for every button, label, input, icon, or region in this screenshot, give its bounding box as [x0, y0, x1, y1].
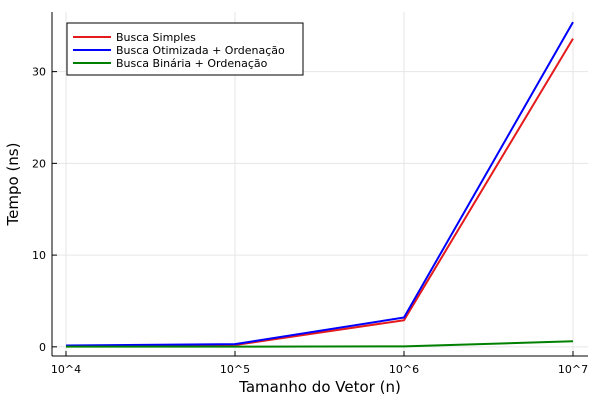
series-line-1: [65, 38, 574, 348]
legend-label: Busca Binária + Ordenação: [116, 57, 268, 70]
series-line-3: [66, 340, 574, 348]
legend-label: Busca Otimizada + Ordenação: [116, 44, 285, 57]
axes: [51, 12, 588, 357]
x-tick-label: 10^5: [220, 363, 250, 376]
x-tick-label: 10^7: [558, 363, 588, 376]
series-line-2: [65, 21, 574, 347]
y-axis-title: Tempo (ns): [4, 143, 22, 227]
series-lines: [65, 21, 574, 348]
y-tick-label: 10: [32, 249, 46, 262]
y-tick-label: 0: [39, 341, 46, 354]
tick-labels: 0 10 20 30 10^4 10^5 10^6 10^7: [32, 66, 588, 376]
y-tick-label: 30: [32, 66, 46, 79]
x-tick-label: 10^4: [51, 363, 81, 376]
x-tick-label: 10^6: [389, 363, 419, 376]
x-axis-title: Tamanho do Vetor (n): [238, 378, 401, 396]
y-tick-label: 20: [32, 157, 46, 170]
legend-label: Busca Simples: [116, 31, 196, 44]
